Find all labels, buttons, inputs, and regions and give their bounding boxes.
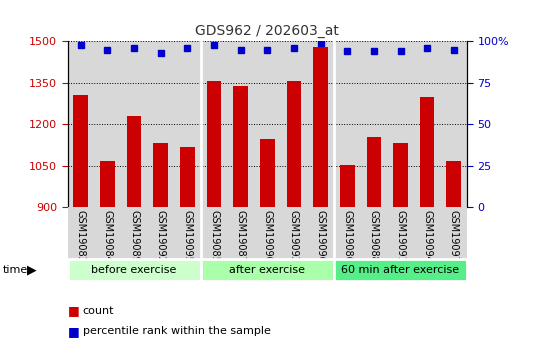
- Text: before exercise: before exercise: [91, 265, 177, 275]
- Text: GSM19097: GSM19097: [449, 209, 459, 263]
- Bar: [73, 95, 88, 345]
- Bar: [287, 81, 301, 345]
- Text: ▶: ▶: [26, 264, 36, 276]
- Text: GSM19092: GSM19092: [156, 209, 166, 263]
- Title: GDS962 / 202603_at: GDS962 / 202603_at: [195, 23, 339, 38]
- Bar: [127, 117, 141, 345]
- Bar: [340, 165, 355, 345]
- Bar: [313, 47, 328, 345]
- Text: GSM19084: GSM19084: [103, 209, 112, 262]
- Text: GSM19096: GSM19096: [315, 209, 326, 262]
- Bar: [260, 139, 275, 345]
- Bar: [393, 143, 408, 345]
- Text: GSM19095: GSM19095: [183, 209, 192, 263]
- Bar: [153, 143, 168, 345]
- Bar: [100, 161, 115, 345]
- Text: GSM19086: GSM19086: [342, 209, 352, 262]
- Text: percentile rank within the sample: percentile rank within the sample: [83, 326, 271, 336]
- Text: GSM19083: GSM19083: [76, 209, 86, 262]
- Bar: [367, 137, 381, 345]
- Bar: [180, 147, 195, 345]
- Text: GSM19091: GSM19091: [395, 209, 406, 262]
- Bar: [334, 259, 467, 281]
- Text: 60 min after exercise: 60 min after exercise: [341, 265, 460, 275]
- Text: GSM19087: GSM19087: [235, 209, 246, 263]
- Text: ■: ■: [68, 325, 79, 338]
- Bar: [207, 81, 221, 345]
- Text: count: count: [83, 306, 114, 315]
- Text: GSM19085: GSM19085: [209, 209, 219, 263]
- Text: GSM19089: GSM19089: [129, 209, 139, 262]
- Text: GSM19088: GSM19088: [369, 209, 379, 262]
- Text: time: time: [3, 265, 28, 275]
- Text: after exercise: after exercise: [230, 265, 305, 275]
- Bar: [201, 259, 334, 281]
- Bar: [420, 97, 435, 345]
- Bar: [233, 86, 248, 345]
- Text: GSM19094: GSM19094: [422, 209, 432, 262]
- Bar: [447, 161, 461, 345]
- Text: GSM19090: GSM19090: [262, 209, 272, 262]
- Text: GSM19093: GSM19093: [289, 209, 299, 262]
- Bar: [68, 259, 201, 281]
- Text: ■: ■: [68, 304, 79, 317]
